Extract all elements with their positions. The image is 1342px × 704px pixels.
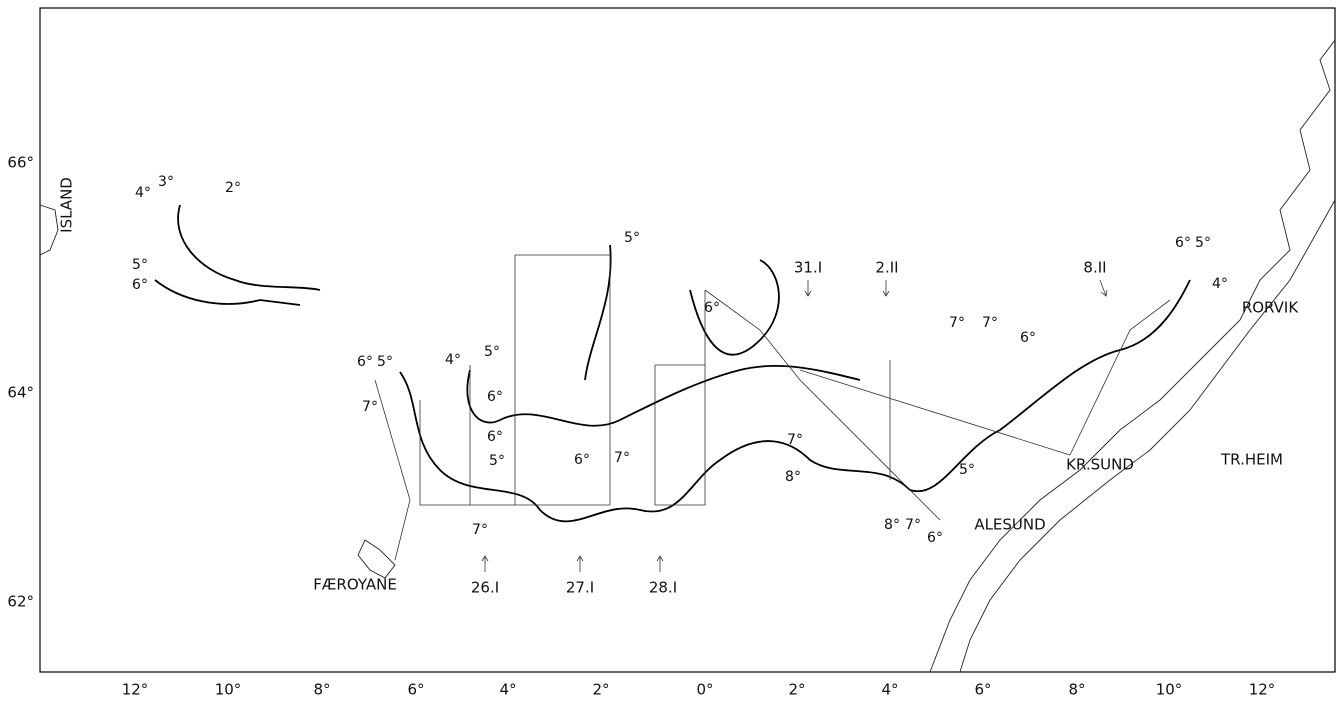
faroe-coast — [358, 540, 395, 578]
isotherm-label: 7° — [982, 315, 998, 331]
isotherm-label: 8° — [884, 517, 900, 533]
isotherm-label: 6° — [487, 429, 503, 445]
isotherm-label: 4° — [445, 352, 461, 368]
norway-coast-inner — [960, 200, 1335, 672]
coastlines — [40, 40, 1335, 672]
iceland-coast — [40, 205, 58, 255]
date-label: 8.II — [1083, 259, 1106, 277]
isotherm-label: 6° — [574, 452, 590, 468]
isotherm-line — [400, 280, 1190, 521]
track — [705, 290, 1170, 520]
ship-tracks — [375, 255, 1170, 560]
isotherm-lines — [155, 205, 1190, 521]
map-frame — [40, 8, 1335, 672]
isotherm-label: 5° — [489, 453, 505, 469]
place-label: RORVIK — [1242, 299, 1300, 317]
isotherm-label: 6° — [487, 389, 503, 405]
isotherm-line — [155, 280, 300, 305]
isotherm-label: 6° — [357, 354, 373, 370]
date-label: 31.I — [794, 259, 822, 277]
longitude-label: 10° — [1156, 681, 1183, 699]
longitude-label: 4° — [881, 681, 898, 699]
longitude-label: 0° — [696, 681, 713, 699]
longitude-label: 10° — [215, 681, 242, 699]
isotherm-label: 6° — [1175, 235, 1191, 251]
isotherm-label: 5° — [377, 354, 393, 370]
isotherm-label: 6° — [927, 530, 943, 546]
place-label: KR.SUND — [1066, 456, 1134, 474]
map: 12° 10° 8° 6° 4° 2° 0° 2° 4° 6° 8° 10° 1… — [0, 0, 1342, 704]
norway-coast — [930, 40, 1335, 672]
isotherm-label: 4° — [1212, 276, 1228, 292]
isotherm-label: 3° — [158, 174, 174, 190]
isotherm-label: 6° — [704, 300, 720, 316]
place-label: ALESUND — [974, 516, 1045, 534]
isotherm-label: 7° — [949, 315, 965, 331]
isotherm-labels: 4° 3° 2° 5° 6° 6° 5° 7° 4° 5° 6° 6° 5° 5… — [132, 174, 1228, 546]
longitude-label: 2° — [788, 681, 805, 699]
date-label: 27.I — [566, 579, 594, 597]
isotherm-label: 5° — [132, 257, 148, 273]
isotherm-label: 5° — [484, 344, 500, 360]
isotherm-label: 6° — [132, 277, 148, 293]
longitude-label: 12° — [122, 681, 149, 699]
longitude-labels: 12° 10° 8° 6° 4° 2° 0° 2° 4° 6° 8° 10° 1… — [122, 681, 1276, 699]
place-label: FÆROYANE — [313, 576, 397, 594]
isotherm-label: 7° — [614, 450, 630, 466]
date-labels: 26.I 27.I 28.I 31.I 2.II 8.II — [471, 259, 1107, 597]
latitude-label: 62° — [7, 593, 34, 611]
longitude-label: 6° — [407, 681, 424, 699]
longitude-label: 8° — [313, 681, 330, 699]
track — [375, 380, 470, 560]
place-label: TR.HEIM — [1220, 451, 1283, 469]
isotherm-line — [467, 366, 860, 426]
isotherm-label: 7° — [787, 432, 803, 448]
longitude-label: 6° — [974, 681, 991, 699]
latitude-label: 64° — [7, 384, 34, 402]
isotherm-label: 4° — [135, 185, 151, 201]
latitude-labels: 66° 64° 62° — [7, 154, 34, 611]
longitude-label: 4° — [499, 681, 516, 699]
isotherm-label: 6° — [1020, 330, 1036, 346]
place-labels: ISLAND FÆROYANE RORVIK TR.HEIM KR.SUND A… — [58, 177, 1300, 593]
longitude-label: 2° — [592, 681, 609, 699]
isotherm-label: 2° — [225, 180, 241, 196]
longitude-label: 8° — [1068, 681, 1085, 699]
isotherm-label: 5° — [959, 462, 975, 478]
date-label: 28.I — [649, 579, 677, 597]
isotherm-line — [178, 205, 320, 290]
latitude-label: 66° — [7, 154, 34, 172]
isotherm-label: 7° — [472, 522, 488, 538]
isotherm-label: 5° — [1195, 235, 1211, 251]
isotherm-line — [585, 245, 611, 380]
isotherm-label: 7° — [362, 399, 378, 415]
isotherm-label: 7° — [905, 517, 921, 533]
isotherm-label: 5° — [624, 230, 640, 246]
isotherm-label: 8° — [785, 469, 801, 485]
date-label: 26.I — [471, 579, 499, 597]
longitude-label: 12° — [1249, 681, 1276, 699]
place-label: ISLAND — [58, 177, 76, 233]
date-label: 2.II — [875, 259, 898, 277]
